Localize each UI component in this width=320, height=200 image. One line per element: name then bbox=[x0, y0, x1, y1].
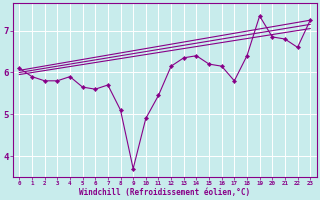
X-axis label: Windchill (Refroidissement éolien,°C): Windchill (Refroidissement éolien,°C) bbox=[79, 188, 250, 197]
